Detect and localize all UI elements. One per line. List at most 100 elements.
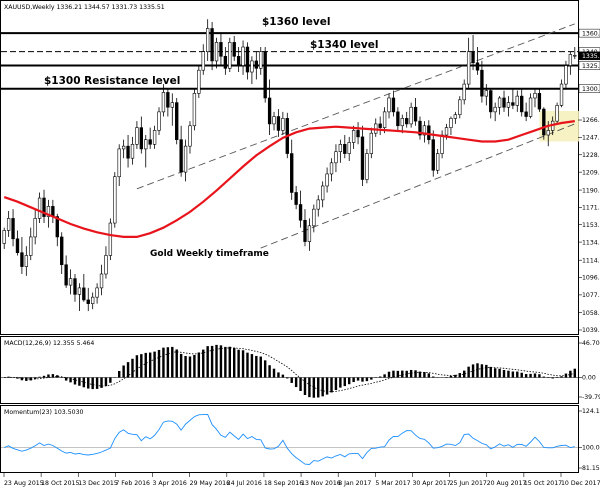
price-tick-label: 1077.45 — [582, 292, 600, 299]
candle — [188, 121, 192, 154]
candle — [316, 195, 320, 217]
candle — [192, 88, 197, 131]
candle — [449, 116, 453, 136]
time-tick-label: 30 Apr 2017 — [412, 480, 450, 487]
time-tick-label: 5 Mar 2017 — [375, 480, 410, 487]
candle — [42, 189, 46, 224]
candle — [351, 125, 356, 149]
price-tick-label: 1114.90 — [582, 257, 600, 264]
level-1360-label: $1360 level — [262, 16, 330, 28]
time-tick-label: 7 Feb 2016 — [115, 480, 150, 487]
candle — [206, 19, 210, 61]
candle — [325, 167, 329, 193]
momentum-axis: 124.1802 100.00 81.1565 — [578, 408, 600, 472]
price-tick-label: 1228.70 — [582, 152, 600, 159]
candle — [471, 34, 475, 71]
candle — [29, 227, 33, 261]
trend-channel — [136, 23, 575, 249]
candle — [312, 204, 316, 233]
candle — [152, 125, 157, 149]
candle — [533, 88, 537, 108]
candle — [272, 111, 276, 131]
price-tick-label: 1171.95 — [582, 205, 600, 212]
macd-signal-line — [4, 347, 575, 393]
candle — [528, 93, 533, 119]
candle — [276, 109, 281, 137]
price-tick-label: 1247.45 — [582, 135, 600, 142]
candle — [520, 88, 524, 117]
time-tick-label: 23 Aug 2015 — [4, 480, 44, 487]
candle — [117, 144, 121, 186]
time-tick-label: 18 Sep 2016 — [264, 480, 303, 487]
macd-tick-label: 46.709 — [582, 340, 600, 347]
macd-label: MACD(12,26,9) 12.355 5.464 — [4, 340, 94, 347]
candle — [157, 107, 161, 136]
candle — [396, 107, 400, 131]
candle — [515, 90, 519, 112]
candle — [502, 90, 506, 112]
price-tick-label: 1134.45 — [582, 239, 600, 246]
candle — [250, 56, 254, 85]
time-tick-label: 18 Oct 2015 — [41, 480, 79, 487]
candle — [33, 209, 37, 245]
candle — [307, 218, 312, 251]
candlesticks — [2, 19, 577, 312]
candle — [321, 181, 325, 208]
price-tick-label: 1039.55 — [582, 327, 600, 334]
macd-tick-label: 0.00 — [582, 375, 596, 382]
time-tick-label: 10 Dec 2017 — [561, 480, 600, 487]
candle — [453, 111, 458, 124]
candle — [484, 84, 488, 106]
macd-axis: 46.709 0.00 -39.796 — [578, 340, 600, 401]
candle — [82, 273, 86, 302]
candle — [290, 139, 294, 200]
macd-tick-label: -39.796 — [582, 394, 600, 401]
candle — [95, 283, 99, 304]
candle — [24, 246, 28, 276]
candle — [170, 93, 174, 126]
candle — [37, 192, 42, 224]
candle — [267, 79, 272, 136]
candle — [228, 37, 232, 73]
candle — [68, 269, 73, 295]
candle — [555, 102, 559, 124]
candle — [334, 144, 338, 173]
candle — [232, 35, 236, 61]
price-tick-label: 1325.00 — [582, 63, 600, 70]
candle — [568, 51, 573, 75]
price-tick-label: 1190.60 — [582, 187, 600, 194]
candle — [400, 114, 404, 134]
time-tick-label: 29 May 2016 — [190, 480, 230, 487]
price-tick-label: 1300.00 — [582, 86, 600, 93]
candle — [294, 185, 298, 210]
candle — [475, 47, 480, 75]
chart-header: XAUUSD,Weekly 1336.21 1344.57 1331.73 13… — [4, 4, 165, 11]
price-tick-label: 1096.20 — [582, 275, 600, 282]
candle — [254, 51, 258, 80]
candle — [148, 127, 152, 149]
moving-average-line — [3, 120, 575, 238]
candle — [458, 96, 462, 119]
candle — [431, 130, 435, 177]
main-panel — [0, 0, 579, 335]
momentum-line — [4, 414, 575, 465]
price-tick-label: 1266.21 — [582, 117, 600, 124]
candle — [113, 172, 117, 228]
price-tick-label: 1153.20 — [582, 222, 600, 229]
candle — [64, 255, 68, 288]
candle — [365, 148, 369, 184]
candle — [405, 111, 409, 128]
candle — [462, 79, 466, 105]
candle — [343, 135, 347, 159]
candle — [413, 97, 418, 126]
time-tick-label: 15 Oct 2017 — [524, 480, 562, 487]
candle — [298, 190, 303, 228]
candle — [60, 232, 64, 274]
candle — [175, 97, 179, 145]
candle — [573, 47, 577, 60]
candle — [378, 116, 382, 136]
time-tick-label: 8 Jan 2017 — [338, 480, 371, 487]
candle — [130, 136, 135, 165]
